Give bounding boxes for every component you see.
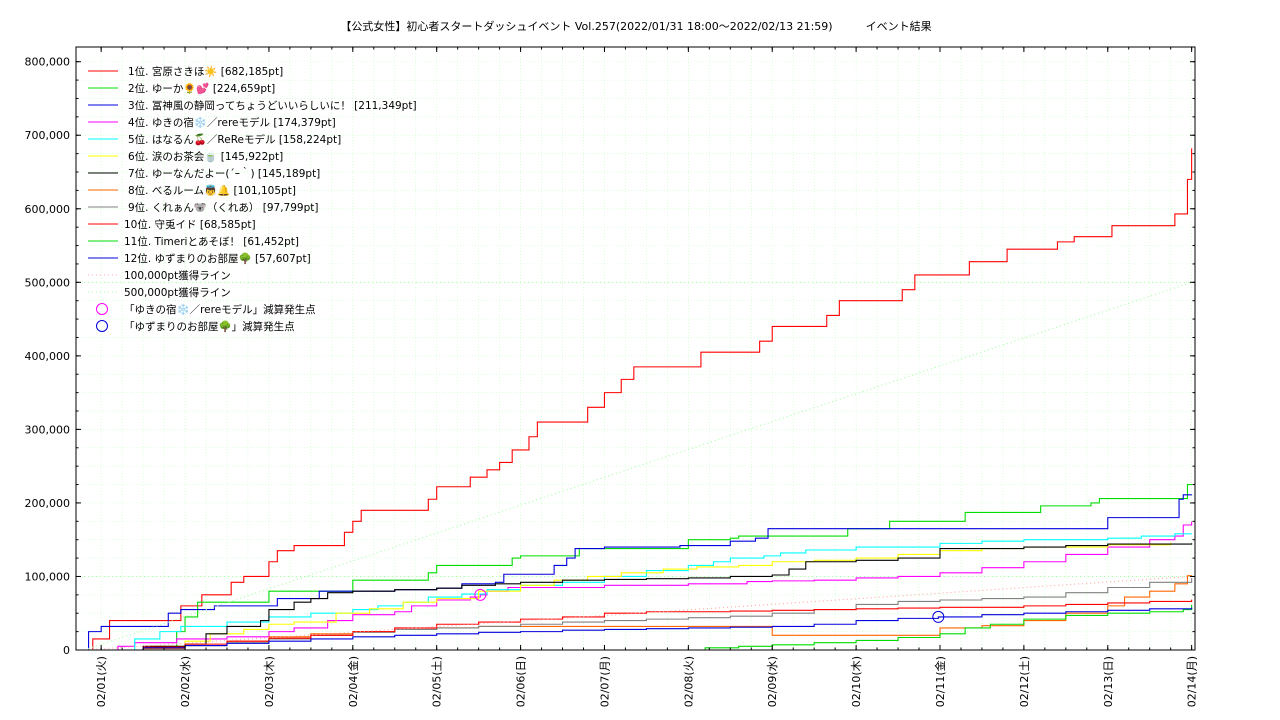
series-line-9 xyxy=(84,578,1193,651)
x-tick-label: 02/07(月) xyxy=(598,656,611,707)
x-tick-label: 02/04(金) xyxy=(346,656,360,707)
legend-label-1: 1位. 宮原さきほ☀️ [682,185pt] xyxy=(128,65,283,78)
series-line-1 xyxy=(80,148,1193,651)
series-line-6 xyxy=(84,542,1172,651)
x-tick-label: 02/06(日) xyxy=(515,656,528,707)
x-tick-label: 02/13(日) xyxy=(1102,656,1115,707)
legend-marker-1 xyxy=(96,303,108,315)
series-line-2 xyxy=(84,483,1193,651)
x-tick-label: 02/02(水) xyxy=(179,656,192,707)
legend-label-4: 4位. ゆきの宿❄️／rereモデル [174,379pt] xyxy=(128,116,336,129)
legend-label-3: 3位. 冨神風の静岡ってちょうどいいらしいに！ [211,349pt] xyxy=(128,99,417,112)
legend-label-10: 10位. 守兎イド [68,585pt] xyxy=(124,218,256,231)
y-tick-label: 400,000 xyxy=(25,350,71,363)
marker-layer xyxy=(474,588,945,623)
x-tick-label: 02/12(土) xyxy=(1018,656,1031,707)
x-tick-label: 02/14(月) xyxy=(1186,656,1199,707)
series-line-7 xyxy=(84,543,1193,651)
x-tick-label: 02/08(火) xyxy=(682,656,695,707)
legend-marker-label-2: 「ゆずまりのお部屋🌳」減算発生点 xyxy=(124,320,295,333)
y-tick-label: 700,000 xyxy=(25,129,71,142)
legend-label-9: 9位. くれぁん🐨（くれあ） [97,799pt] xyxy=(128,201,318,214)
chart-title: 【公式女性】初心者スタートダッシュイベント Vol.257(2022/01/31… xyxy=(340,19,931,33)
x-tick-label: 02/03(木) xyxy=(263,656,276,707)
grid xyxy=(76,47,1195,651)
series-line-14 xyxy=(84,281,1192,651)
x-tick-label: 02/05(土) xyxy=(431,656,444,707)
legend-marker-2 xyxy=(96,320,108,332)
y-tick-label: 0 xyxy=(63,644,70,657)
legend-label-13: 100,000pt獲得ライン xyxy=(124,269,231,282)
x-tick-label: 02/01(火) xyxy=(95,656,108,707)
series-line-4 xyxy=(84,521,1193,651)
legend-label-2: 2位. ゆーか🌻💕 [224,659pt] xyxy=(128,82,275,95)
legend-label-5: 5位. はなるん🍒／ReReモデル [158,224pt] xyxy=(128,133,341,146)
series-line-5 xyxy=(84,533,1193,651)
legend: 1位. 宮原さきほ☀️ [682,185pt] 2位. ゆーか🌻💕 [224,65… xyxy=(88,65,417,333)
legend-label-11: 11位. Timeriとあそぼ！ [61,452pt] xyxy=(124,235,299,248)
y-tick-label: 200,000 xyxy=(25,497,71,510)
legend-label-6: 6位. 涙のお茶会🍵 [145,922pt] xyxy=(128,150,283,163)
series-line-12 xyxy=(84,607,1193,651)
x-tick-label: 02/09(水) xyxy=(766,656,779,707)
y-tick-label: 300,000 xyxy=(25,423,71,436)
axes: 0 100,000 200,000 300,000 400,000 500,000 600,… xyxy=(25,47,1199,707)
legend-label-12: 12位. ゆずまりのお部屋🌳 [57,607pt] xyxy=(124,252,311,265)
series-line-13 xyxy=(84,575,1192,651)
legend-label-8: 8位. べるルーム👼🔔 [101,105pt] xyxy=(128,184,296,197)
x-tick-label: 02/11(金) xyxy=(933,656,947,707)
y-tick-label: 100,000 xyxy=(25,570,71,583)
legend-label-7: 7位. ゆーなんだよー(´ｰ｀) [145,189pt] xyxy=(128,166,320,180)
y-tick-label: 800,000 xyxy=(25,56,71,69)
deduction-marker-1 xyxy=(474,588,487,601)
plot-frame xyxy=(75,46,1196,651)
series-line-3 xyxy=(80,494,1193,651)
x-tick-label: 02/10(木) xyxy=(850,656,863,707)
y-tick-label: 600,000 xyxy=(25,203,71,216)
y-tick-label: 500,000 xyxy=(25,276,71,289)
legend-label-14: 500,000pt獲得ライン xyxy=(124,286,231,299)
legend-marker-label-1: 「ゆきの宿❄️／rereモデル」減算発生点 xyxy=(124,303,316,316)
series-line-10 xyxy=(84,599,1193,651)
deduction-marker-2 xyxy=(932,610,945,623)
